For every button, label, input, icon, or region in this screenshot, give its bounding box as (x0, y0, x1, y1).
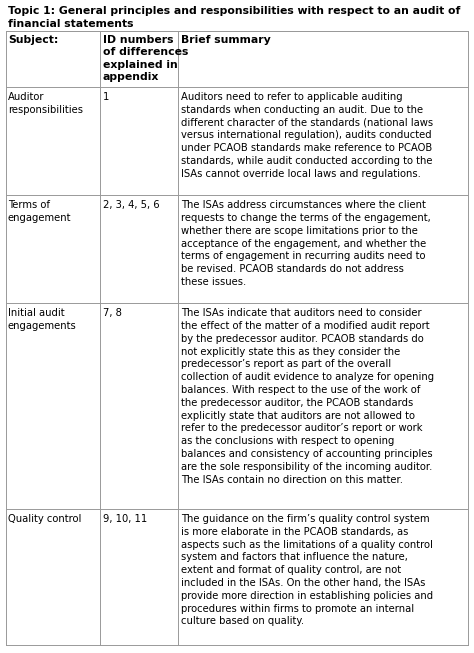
Text: Auditor
responsibilities: Auditor responsibilities (8, 92, 83, 115)
Text: 1: 1 (103, 92, 109, 102)
Text: 9, 10, 11: 9, 10, 11 (103, 514, 147, 524)
Text: 7, 8: 7, 8 (103, 308, 122, 318)
Text: Quality control: Quality control (8, 514, 82, 524)
Text: 2, 3, 4, 5, 6: 2, 3, 4, 5, 6 (103, 200, 160, 210)
Text: Subject:: Subject: (8, 35, 58, 45)
Text: Topic 1: General principles and responsibilities with respect to an audit of: Topic 1: General principles and responsi… (8, 6, 460, 16)
Text: Brief summary: Brief summary (181, 35, 271, 45)
Text: financial statements: financial statements (8, 19, 134, 29)
Text: The guidance on the firm’s quality control system
is more elaborate in the PCAOB: The guidance on the firm’s quality contr… (181, 514, 433, 626)
Text: The ISAs indicate that auditors need to consider
the effect of the matter of a m: The ISAs indicate that auditors need to … (181, 308, 434, 485)
Text: Initial audit
engagements: Initial audit engagements (8, 308, 77, 331)
Text: Auditors need to refer to applicable auditing
standards when conducting an audit: Auditors need to refer to applicable aud… (181, 92, 433, 179)
Text: The ISAs address circumstances where the client
requests to change the terms of : The ISAs address circumstances where the… (181, 200, 431, 287)
Text: ID numbers
of differences
explained in
appendix: ID numbers of differences explained in a… (103, 35, 188, 82)
Text: Terms of
engagement: Terms of engagement (8, 200, 72, 223)
